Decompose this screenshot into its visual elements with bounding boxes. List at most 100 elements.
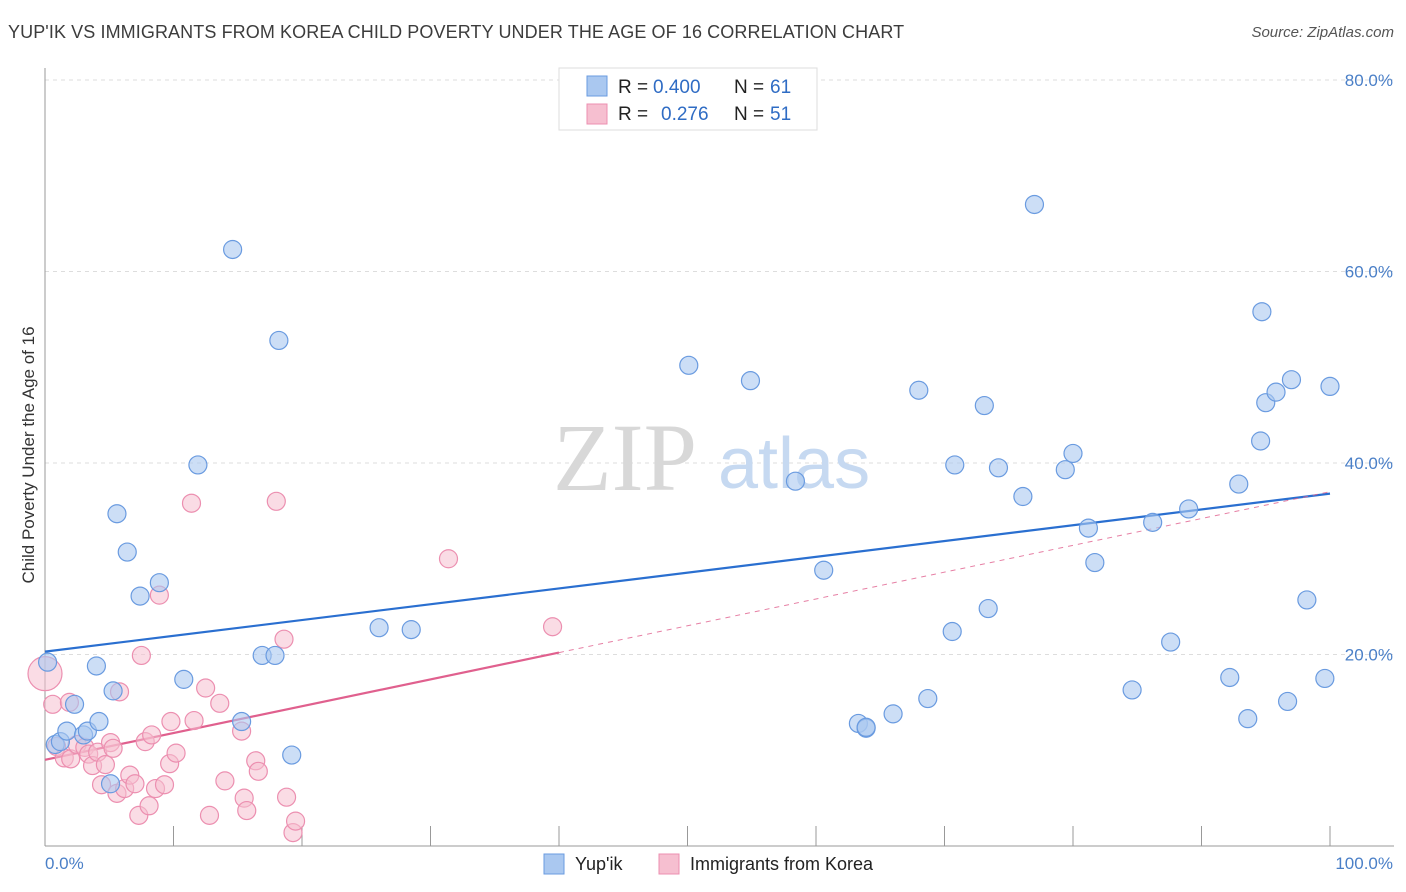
- point-korea: [43, 694, 63, 714]
- point-yupik: [1143, 512, 1163, 532]
- point-yupik: [1315, 668, 1335, 689]
- point-yupik: [282, 745, 302, 765]
- point-yupik: [945, 455, 965, 475]
- legend-n-value: 61: [770, 77, 791, 98]
- trend-line-yupik: [44, 492, 1331, 653]
- bottom-legend-swatch-korea: [658, 853, 680, 875]
- bottom-legend-label-yupik: Yup'ik: [575, 854, 623, 874]
- point-korea: [237, 800, 257, 821]
- watermark-atlas: atlas: [718, 424, 870, 504]
- point-yupik: [130, 586, 150, 606]
- point-yupik: [974, 395, 994, 416]
- y-tick-label: 80.0%: [1345, 71, 1393, 90]
- trend-lines: [44, 491, 1331, 761]
- point-yupik: [1024, 194, 1045, 215]
- watermark: ZIP atlas: [553, 404, 870, 511]
- yupik-points: [37, 194, 1340, 794]
- point-yupik: [1320, 376, 1340, 396]
- y-tick-label: 20.0%: [1345, 646, 1393, 665]
- point-yupik: [856, 717, 876, 737]
- trend-line-korea-extension: [558, 491, 1331, 654]
- point-yupik: [1251, 431, 1271, 451]
- point-yupik: [188, 455, 208, 475]
- point-yupik: [64, 694, 85, 714]
- axes: [44, 68, 1394, 847]
- point-yupik: [1085, 552, 1105, 573]
- point-yupik: [401, 620, 421, 640]
- point-korea: [215, 771, 235, 791]
- point-yupik: [814, 560, 834, 580]
- point-korea: [266, 491, 286, 511]
- point-yupik: [942, 621, 962, 642]
- point-yupik: [89, 711, 109, 732]
- point-korea: [196, 678, 216, 698]
- point-korea: [139, 796, 159, 816]
- point-yupik: [918, 688, 938, 709]
- legend-n-label: N =: [734, 104, 764, 125]
- y-axis-label: Child Poverty Under the Age of 16: [19, 326, 38, 583]
- bottom-legend-swatch-yupik: [543, 853, 565, 875]
- point-korea: [131, 645, 151, 666]
- point-yupik: [86, 656, 107, 676]
- point-korea: [210, 693, 230, 713]
- trend-line-korea: [44, 651, 560, 761]
- point-yupik: [1063, 443, 1083, 464]
- point-yupik: [117, 542, 137, 562]
- point-korea: [161, 711, 181, 732]
- point-yupik: [1277, 691, 1298, 712]
- legend-n-label: N =: [734, 77, 764, 98]
- point-korea: [103, 738, 123, 758]
- point-yupik: [1252, 302, 1272, 322]
- legend-r-label: R =: [618, 77, 648, 98]
- point-yupik: [679, 355, 699, 375]
- point-korea: [274, 629, 294, 649]
- source-label: Source: ZipAtlas.com: [1251, 24, 1394, 41]
- point-yupik: [265, 645, 285, 666]
- point-yupik: [1122, 680, 1142, 700]
- legend-n-value: 51: [770, 104, 791, 125]
- point-yupik: [174, 669, 194, 689]
- point-yupik: [37, 652, 58, 672]
- point-korea: [184, 710, 204, 731]
- point-yupik: [103, 681, 123, 701]
- point-korea: [142, 725, 162, 745]
- x-tick-label: 0.0%: [45, 854, 84, 873]
- legend-r-value: 0.276: [661, 104, 709, 125]
- point-korea: [95, 755, 115, 775]
- point-korea: [285, 811, 306, 831]
- legend-r-label: R =: [618, 104, 648, 125]
- bottom-legend: Yup'ik Immigrants from Korea: [543, 853, 874, 875]
- legend-swatch-yupik: [586, 75, 608, 97]
- point-yupik: [1220, 667, 1240, 688]
- point-yupik: [100, 774, 121, 794]
- point-korea: [542, 617, 563, 637]
- point-yupik: [57, 721, 77, 741]
- y-tick-label: 60.0%: [1345, 263, 1393, 282]
- point-yupik: [269, 330, 289, 351]
- point-korea: [166, 743, 186, 763]
- point-yupik: [978, 598, 998, 619]
- point-yupik: [1013, 486, 1033, 507]
- point-korea: [181, 493, 202, 513]
- point-yupik: [1179, 499, 1199, 519]
- point-yupik: [1266, 382, 1286, 402]
- point-yupik: [107, 504, 127, 524]
- point-yupik: [1055, 460, 1075, 480]
- point-yupik: [1238, 709, 1258, 729]
- tick-labels: 20.0% 40.0% 60.0% 80.0% 0.0% 100.0%: [45, 71, 1393, 873]
- point-korea: [276, 787, 297, 807]
- point-yupik: [232, 711, 252, 732]
- point-yupik: [369, 618, 389, 638]
- point-yupik: [149, 573, 169, 593]
- point-yupik: [740, 371, 761, 391]
- point-korea: [248, 761, 268, 781]
- point-yupik: [1161, 632, 1181, 652]
- bottom-legend-label-korea: Immigrants from Korea: [690, 854, 874, 874]
- point-yupik: [1229, 474, 1249, 494]
- point-korea: [438, 549, 459, 569]
- y-tick-label: 40.0%: [1345, 454, 1393, 473]
- point-yupik: [988, 458, 1009, 478]
- point-yupik: [909, 380, 929, 400]
- point-korea: [199, 805, 220, 825]
- x-tick-label: 100.0%: [1335, 854, 1393, 873]
